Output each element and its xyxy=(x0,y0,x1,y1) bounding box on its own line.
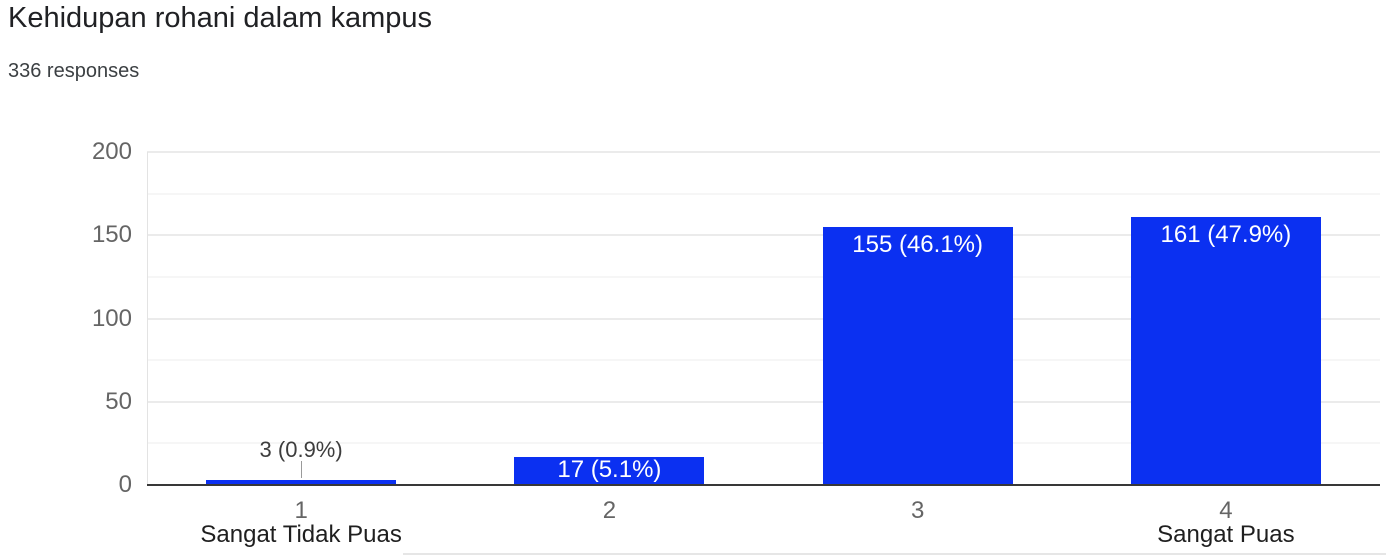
y-tick-label: 50 xyxy=(105,387,132,415)
y-axis-line xyxy=(147,152,148,485)
bar[interactable]: 17 (5.1%) xyxy=(514,455,705,485)
major-gridline xyxy=(147,234,1380,237)
minor-gridline xyxy=(147,359,1380,362)
minor-gridline xyxy=(147,192,1380,195)
bar-value-annotation: 3 (0.9%) xyxy=(259,437,343,462)
x-tick-label: 4 xyxy=(1219,497,1233,524)
annotation-stem-line xyxy=(301,461,303,478)
x-tick-label: 1 xyxy=(294,497,308,524)
y-tick-label: 0 xyxy=(118,471,132,498)
bottom-divider xyxy=(403,553,1386,555)
bar-value-label: 161 (47.9%) xyxy=(1160,220,1292,248)
x-category-sublabel: Sangat Puas xyxy=(1157,521,1295,548)
response-count: 336 responses xyxy=(8,60,140,82)
x-tick-label: 3 xyxy=(910,497,925,524)
y-tick-label: 100 xyxy=(91,304,132,332)
major-gridline xyxy=(147,317,1380,320)
minor-gridline xyxy=(147,442,1380,445)
x-tick-label: 2 xyxy=(602,497,617,524)
bar-value-label: 155 (46.1%) xyxy=(852,230,983,258)
bar[interactable]: 155 (46.1%) xyxy=(822,226,1013,485)
question-title: Kehidupan rohani dalam kampus xyxy=(8,2,432,34)
y-tick-label: 150 xyxy=(91,221,132,249)
bar[interactable]: 161 (47.9%) xyxy=(1130,216,1321,485)
x-axis-baseline xyxy=(147,484,1380,486)
bar[interactable] xyxy=(206,480,397,485)
major-gridline xyxy=(147,400,1380,403)
major-gridline xyxy=(147,151,1380,153)
x-category-sublabel: Sangat Tidak Puas xyxy=(200,521,402,548)
minor-gridline xyxy=(147,275,1380,278)
bar-value-label: 17 (5.1%) xyxy=(557,455,662,483)
y-tick-label: 200 xyxy=(91,138,132,165)
